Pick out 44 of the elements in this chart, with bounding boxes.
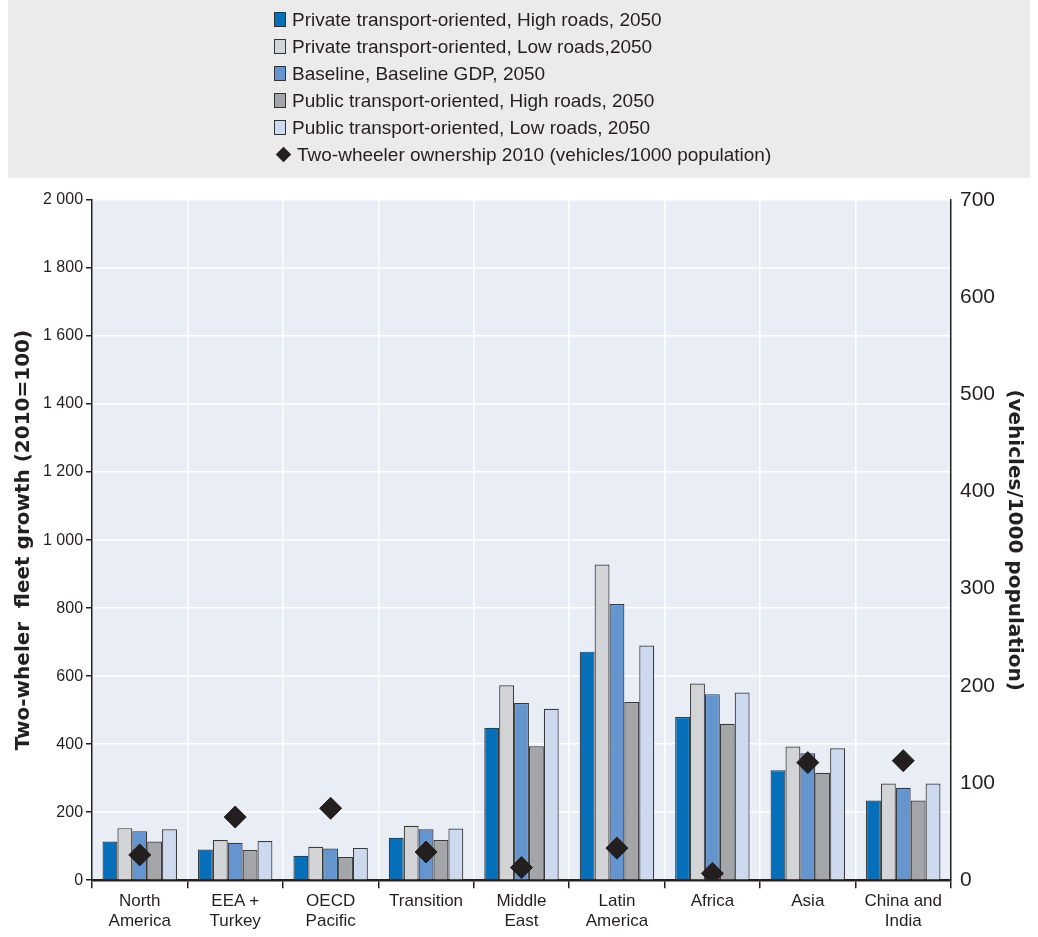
- x-tick-label: Latin America: [585, 891, 649, 931]
- y2-axis-title: (vehicles/1000 population): [1003, 389, 1028, 691]
- y-tick-label: 1 800: [42, 258, 84, 276]
- x-tick-label: Transition: [389, 891, 464, 911]
- legend-label: Baseline, Baseline GDP, 2050: [292, 62, 546, 85]
- x-tick-label: Africa: [690, 891, 735, 911]
- y2-tick-label: 600: [959, 283, 996, 307]
- y-tick-label: 0: [74, 870, 84, 888]
- point: [796, 751, 820, 775]
- y2-tick-label: 300: [959, 575, 996, 599]
- y-tick-label: 400: [56, 734, 84, 752]
- y2-tick-label: 700: [959, 186, 996, 210]
- x-tick-label: Asia: [791, 891, 825, 911]
- y2-tick-label: 100: [959, 769, 996, 793]
- point: [319, 796, 343, 820]
- x-tick-label: EEA + Turkey: [209, 891, 262, 931]
- y-tick-label: 600: [56, 666, 84, 684]
- point: [605, 836, 629, 860]
- y-tick-label: 1 200: [42, 462, 84, 480]
- legend-label: Private transport-oriented, High roads, 2050: [292, 8, 662, 31]
- x-tick-label: China and India: [864, 891, 942, 931]
- y-axis-title: Two-wheler fleet growth (2010=100): [10, 329, 35, 751]
- point: [128, 843, 152, 867]
- y2-tick-label: 0: [959, 867, 972, 890]
- x-tick-label: North America: [108, 891, 172, 931]
- y-tick-label: 1 000: [42, 530, 84, 548]
- point: [510, 856, 533, 880]
- x-tick-label: Middle East: [496, 891, 547, 931]
- y-tick-label: 200: [56, 802, 84, 820]
- point: [414, 840, 438, 864]
- y-tick-label: 2 000: [42, 190, 84, 208]
- y2-tick-label: 500: [959, 381, 996, 405]
- legend-label: Public transport-oriented, High roads, 2050: [292, 89, 655, 112]
- y-tick-label: 1 600: [42, 326, 84, 344]
- point: [891, 749, 915, 773]
- legend-label: Public transport-oriented, Low roads, 2050: [292, 116, 651, 139]
- x-tick-label: OECD Pacific: [305, 891, 357, 931]
- legend-label: Private transport-oriented, Low roads,2050: [292, 35, 653, 58]
- y-tick-label: 800: [56, 598, 84, 616]
- y2-tick-label: 200: [959, 672, 996, 696]
- y-tick-label: 1 400: [42, 394, 84, 412]
- y2-tick-label: 400: [959, 478, 996, 502]
- legend-label: Two-wheeler ownership 2010 (vehicles/1000 population): [297, 143, 772, 166]
- point: [223, 805, 247, 829]
